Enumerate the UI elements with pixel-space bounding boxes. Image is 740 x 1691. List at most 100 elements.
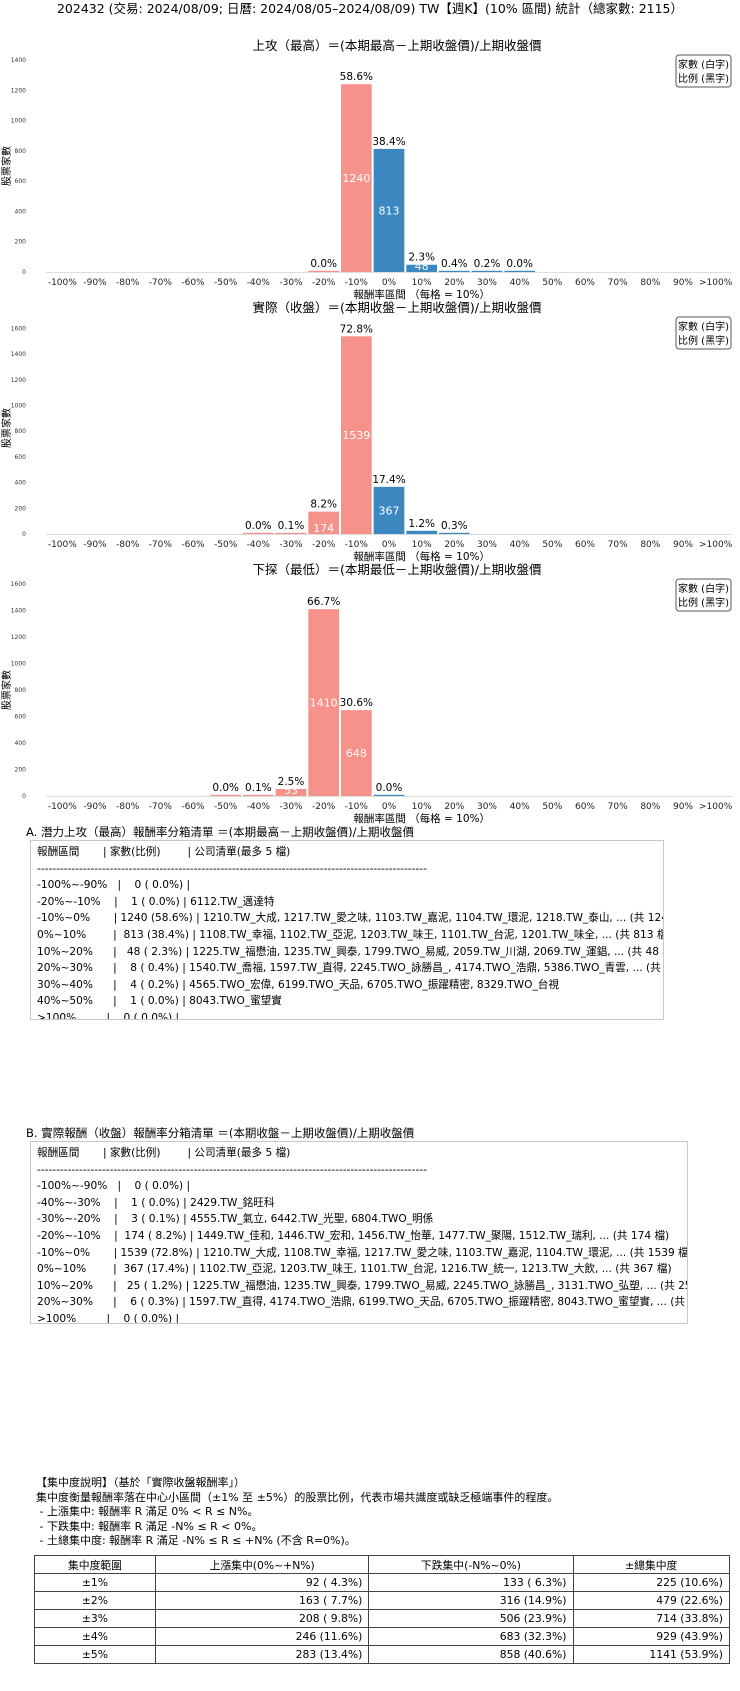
bar-pct-label: 0.3% bbox=[441, 520, 468, 532]
bar bbox=[406, 530, 437, 534]
list-b-row: -100%~-90% | 0 ( 0.0%) | bbox=[37, 1180, 191, 1193]
concentration-table: 集中度範圍 上漲集中(0%~+N%) 下跌集中(-N%~0%) ±總集中度 ±1% 92… bbox=[34, 1555, 730, 1664]
table-cell: ±5% bbox=[34, 1645, 156, 1664]
legend: 家數 (白字)比例 (黑字) bbox=[675, 316, 732, 350]
table-cell: 283 (13.4%) bbox=[154, 1645, 370, 1664]
x-axis-label: 報酬率區間 （每格 = 10%） bbox=[353, 812, 490, 825]
x-axis-label: 報酬率區間 （每格 = 10%） bbox=[353, 288, 490, 301]
x-tick-label: -100% bbox=[48, 278, 77, 288]
y-tick-label: 0 bbox=[22, 793, 26, 800]
x-tick-label: 30% bbox=[477, 540, 497, 550]
list-a-row: 20%~30% | 8 ( 0.4%) | 1540.TW_喬福, 1597.T… bbox=[37, 962, 664, 975]
y-axis-label: 股票家數 bbox=[0, 670, 13, 710]
table-row: ±2% 163 ( 7.7%) 316 (14.9%) 479 (22.6%) bbox=[34, 1591, 730, 1610]
x-tick-label: 60% bbox=[575, 540, 595, 550]
y-tick-label: 1600 bbox=[11, 325, 26, 332]
x-tick-label: 90% bbox=[673, 278, 693, 288]
list-a-row: >100% | 0 ( 0.0%) | bbox=[37, 1011, 180, 1020]
x-tick-label: -50% bbox=[214, 802, 238, 812]
x-tick-label: -40% bbox=[247, 802, 271, 812]
x-tick-label: -40% bbox=[247, 278, 271, 288]
bar-pct-label: 0.0% bbox=[212, 782, 239, 794]
bar-pct-label: 2.3% bbox=[408, 252, 435, 264]
bar-count-label: 813 bbox=[379, 204, 400, 217]
x-tick-label: 30% bbox=[477, 278, 497, 288]
x-tick-label: 0% bbox=[382, 540, 397, 550]
legend-entry: 家數 (白字) bbox=[678, 582, 729, 595]
note-line: 集中度衡量報酬率落在中心小區間（±1% 至 ±5%）的股票比例，代表市場共識度或… bbox=[36, 1490, 559, 1504]
x-tick-label: 90% bbox=[673, 540, 693, 550]
table-cell: 479 (22.6%) bbox=[572, 1591, 730, 1610]
bar-count-label: 53 bbox=[284, 784, 298, 797]
bar-pct-label: 1.2% bbox=[408, 518, 435, 530]
table-cell: 929 (43.9%) bbox=[572, 1627, 730, 1646]
x-tick-label: -10% bbox=[345, 278, 369, 288]
bar-count-label: 648 bbox=[346, 747, 367, 760]
y-tick-label: 1400 bbox=[11, 608, 26, 615]
bar bbox=[341, 336, 372, 534]
list-a-row: 30%~40% | 4 ( 0.2%) | 4565.TWO_宏偉, 6199.… bbox=[37, 978, 559, 991]
bar bbox=[210, 794, 241, 796]
y-tick-label: 400 bbox=[15, 740, 27, 747]
bar-pct-label: 0.0% bbox=[245, 520, 272, 532]
table-header-row: 集中度範圍 上漲集中(0%~+N%) 下跌集中(-N%~0%) ±總集中度 bbox=[34, 1555, 730, 1574]
y-tick-label: 1400 bbox=[11, 351, 26, 358]
bar bbox=[373, 148, 405, 272]
note-line: - 上漲集中: 報酬率 R 滿足 0% < R ≤ N%。 bbox=[36, 1505, 259, 1518]
table-row: ±3% 208 ( 9.8%) 506 (23.9%) 714 (33.8%) bbox=[34, 1609, 730, 1628]
x-tick-label: 40% bbox=[510, 278, 530, 288]
list-b-header: 報酬區間 | 家數(比例) | 公司清單(最多 5 檔) bbox=[37, 1147, 291, 1159]
bar-pct-label: 66.7% bbox=[307, 596, 340, 608]
bar bbox=[243, 794, 274, 796]
table-row: ±4% 246 (11.6%) 683 (32.3%) 929 (43.9%) bbox=[34, 1627, 730, 1646]
list-a-row: -20%~-10% | 1 ( 0.0%) | 6112.TW_邁達特 bbox=[37, 895, 275, 908]
x-tick-label: -80% bbox=[116, 278, 140, 288]
bar bbox=[341, 710, 372, 796]
y-tick-label: 200 bbox=[15, 239, 27, 246]
list-a-header: 報酬區間 | 家數(比例) | 公司清單(最多 5 檔) bbox=[37, 846, 291, 858]
list-b-row: -10%~0% | 1539 (72.8%) | 1210.TW_大成, 110… bbox=[37, 1246, 688, 1259]
chart-title: 實際（收盤）＝(本期收盤－上期收盤價)/上期收盤價 bbox=[253, 300, 542, 315]
table-header-cell: 集中度範圍 bbox=[34, 1555, 156, 1574]
bar-pct-label: 30.6% bbox=[340, 697, 373, 709]
y-tick-label: 800 bbox=[15, 687, 27, 694]
x-tick-label: -70% bbox=[149, 278, 173, 288]
bar-pct-label: 8.2% bbox=[310, 499, 337, 511]
y-tick-label: 1000 bbox=[11, 403, 26, 410]
list-a-title: A. 潛力上攻（最高）報酬率分箱清單 ＝(本期最高－上期收盤價)/上期收盤價 bbox=[26, 825, 414, 839]
bar-pct-label: 38.4% bbox=[372, 136, 405, 148]
y-tick-label: 400 bbox=[15, 208, 27, 215]
y-axis-label: 股票家數 bbox=[0, 408, 13, 448]
y-tick-label: 800 bbox=[15, 148, 27, 155]
x-tick-label: -70% bbox=[149, 540, 173, 550]
list-a-separator: ----------------------------------------… bbox=[37, 862, 427, 875]
y-tick-label: 600 bbox=[15, 714, 27, 721]
bar bbox=[406, 264, 437, 272]
x-tick-label: 50% bbox=[542, 278, 562, 288]
chart-close: 實際（收盤）＝(本期收盤－上期收盤價)/上期收盤價 0 200 400 600 800 10… bbox=[0, 300, 733, 563]
bar-pct-label: 0.0% bbox=[376, 782, 403, 794]
bar-count-label: 174 bbox=[313, 522, 334, 535]
x-tick-label: 20% bbox=[444, 802, 464, 812]
x-tick-label: -30% bbox=[279, 278, 303, 288]
table-cell: ±3% bbox=[34, 1609, 156, 1628]
y-tick-label: 1200 bbox=[11, 634, 26, 641]
list-b-row: 20%~30% | 6 ( 0.3%) | 1597.TW_直得, 4174.T… bbox=[37, 1296, 688, 1309]
list-a-row: 10%~20% | 48 ( 2.3%) | 1225.TW_福懋油, 1235… bbox=[37, 945, 664, 958]
note-line: 【集中度說明】（基於「實際收盤報酬率」） bbox=[36, 1476, 245, 1489]
list-b-row: -20%~-10% | 174 ( 8.2%) | 1449.TW_佳和, 14… bbox=[37, 1229, 670, 1242]
x-tick-label: -40% bbox=[247, 540, 271, 550]
legend-entry: 比例 (黑字) bbox=[678, 596, 729, 609]
y-tick-label: 1600 bbox=[11, 581, 26, 588]
x-tick-label: >100% bbox=[699, 540, 733, 550]
table-cell: 246 (11.6%) bbox=[154, 1627, 370, 1646]
y-tick-label: 1200 bbox=[11, 377, 26, 384]
x-tick-label: -100% bbox=[48, 540, 77, 550]
bar-pct-label: 0.4% bbox=[441, 258, 468, 270]
legend: 家數 (白字)比例 (黑字) bbox=[675, 54, 732, 88]
table-header-cell: 下跌集中(-N%~0%) bbox=[368, 1555, 574, 1574]
bar-count-label: 48 bbox=[415, 260, 429, 273]
x-tick-label: -90% bbox=[83, 540, 107, 550]
table-cell: ±4% bbox=[34, 1627, 156, 1646]
list-a-row: 40%~50% | 1 ( 0.0%) | 8043.TWO_蜜望實 bbox=[37, 995, 282, 1008]
